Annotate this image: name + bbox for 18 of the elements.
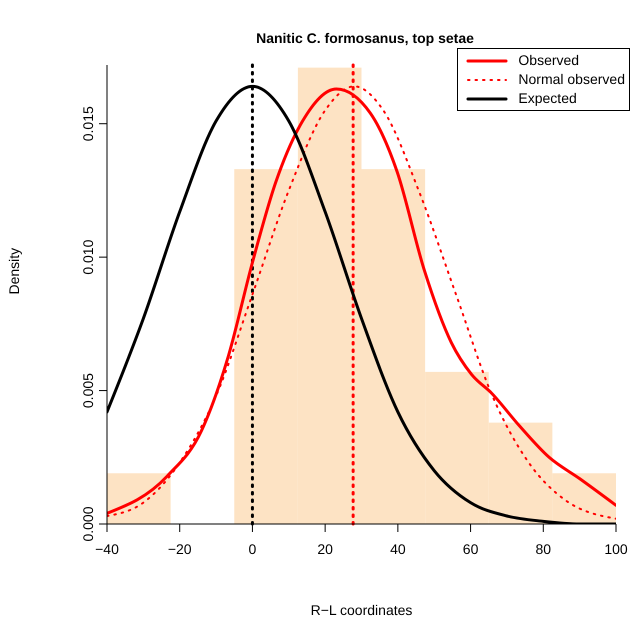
y-axis-title: Density xyxy=(6,248,22,294)
y-tick-label: 0.015 xyxy=(80,106,96,142)
legend-label: Normal observed xyxy=(518,70,625,89)
x-tick-label: −40 xyxy=(95,541,120,557)
x-axis-title: R−L coordinates xyxy=(310,602,412,618)
x-tick-label: 100 xyxy=(604,541,628,557)
x-tick-label: 40 xyxy=(390,541,406,557)
legend-label: Observed xyxy=(518,51,580,70)
x-tick-label: 0 xyxy=(248,541,257,557)
x-tick-label: 20 xyxy=(317,541,334,557)
y-tick-label: 0.005 xyxy=(80,372,96,408)
legend-label: Expected xyxy=(518,89,577,108)
x-tick-label: 60 xyxy=(462,541,479,557)
y-tick-label: 0.010 xyxy=(80,239,96,275)
x-tick-label: −20 xyxy=(168,541,192,557)
x-tick-label: 80 xyxy=(535,541,552,557)
y-tick-label: 0.000 xyxy=(80,506,96,542)
chart-title: Nanitic C. formosanus, top setae xyxy=(255,30,475,46)
